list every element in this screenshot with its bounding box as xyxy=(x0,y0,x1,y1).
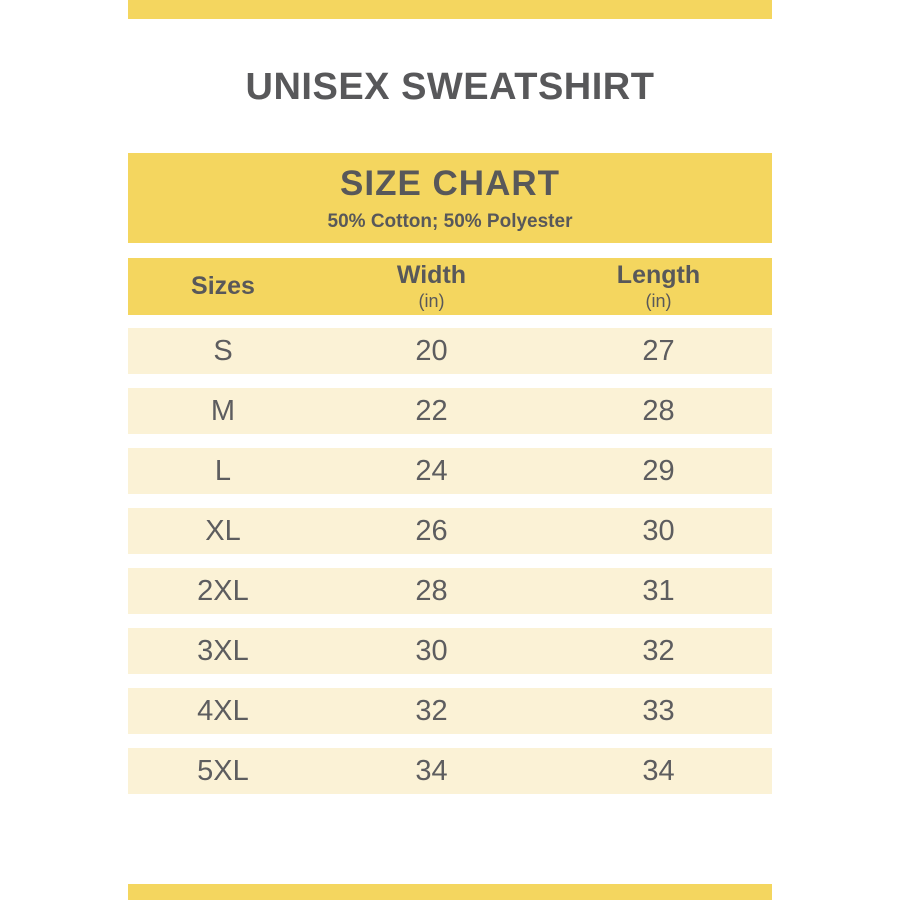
column-header-width: Width (in) xyxy=(318,258,545,315)
column-unit: (in) xyxy=(645,290,672,311)
length-cell: 32 xyxy=(642,634,675,667)
page-title: UNISEX SWEATSHIRT xyxy=(245,66,655,108)
length-cell: 31 xyxy=(642,574,675,607)
width-cell: 22 xyxy=(415,394,448,427)
length-cell: 27 xyxy=(642,334,675,367)
width-cell: 26 xyxy=(415,514,448,547)
length-cell: 34 xyxy=(642,754,675,787)
column-label: Sizes xyxy=(191,272,255,301)
size-cell: 4XL xyxy=(197,694,249,727)
fabric-composition: 50% Cotton; 50% Polyester xyxy=(327,210,573,232)
size-chart-heading: SIZE CHART xyxy=(340,163,560,203)
size-cell: 3XL xyxy=(197,634,249,667)
table-row: L 24 29 xyxy=(128,448,772,494)
column-label: Width xyxy=(396,261,467,290)
size-chart-header: SIZE CHART 50% Cotton; 50% Polyester xyxy=(128,153,772,243)
table-row: 3XL 30 32 xyxy=(128,628,772,674)
table-row: M 22 28 xyxy=(128,388,772,434)
length-cell: 33 xyxy=(642,694,675,727)
table-row: 2XL 28 31 xyxy=(128,568,772,614)
size-cell: L xyxy=(214,454,232,487)
width-cell: 34 xyxy=(415,754,448,787)
bottom-accent-bar xyxy=(128,884,772,900)
width-cell: 24 xyxy=(415,454,448,487)
size-cell: M xyxy=(210,394,236,427)
column-unit: (in) xyxy=(418,290,445,311)
size-cell: XL xyxy=(205,514,241,547)
column-header-length: Length (in) xyxy=(545,258,772,315)
width-cell: 32 xyxy=(415,694,448,727)
size-cell: 2XL xyxy=(197,574,249,607)
size-table-body: S 20 27 M 22 28 L 24 29 XL 26 30 2XL 28 … xyxy=(128,328,772,808)
length-cell: 30 xyxy=(642,514,675,547)
top-accent-bar xyxy=(128,0,772,19)
size-cell: S xyxy=(213,334,233,367)
width-cell: 28 xyxy=(415,574,448,607)
width-cell: 30 xyxy=(415,634,448,667)
table-header-row: Sizes Width (in) Length (in) xyxy=(128,258,772,315)
column-header-sizes: Sizes xyxy=(128,258,318,315)
table-row: 4XL 32 33 xyxy=(128,688,772,734)
column-label: Length xyxy=(616,261,701,290)
width-cell: 20 xyxy=(415,334,448,367)
size-cell: 5XL xyxy=(197,754,249,787)
table-row: 5XL 34 34 xyxy=(128,748,772,794)
length-cell: 28 xyxy=(642,394,675,427)
table-row: S 20 27 xyxy=(128,328,772,374)
table-row: XL 26 30 xyxy=(128,508,772,554)
length-cell: 29 xyxy=(642,454,675,487)
